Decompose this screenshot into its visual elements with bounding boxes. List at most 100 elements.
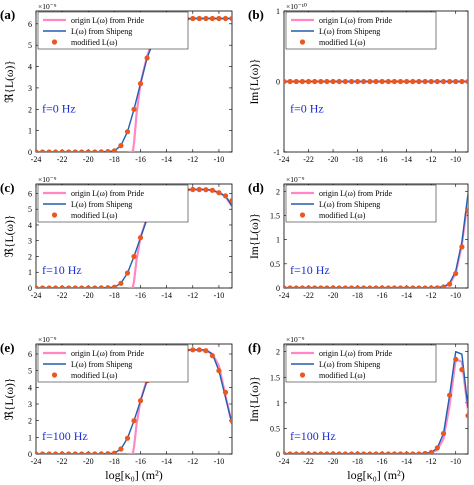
data-point-modified: [330, 451, 336, 454]
legend-entry: L(ω) from Shipeng: [71, 200, 132, 209]
data-point-modified: [342, 285, 348, 288]
y-tick-label: 0: [276, 78, 280, 87]
y-tick-label: 1: [276, 7, 280, 16]
data-point-modified: [410, 78, 416, 85]
data-point-modified: [385, 78, 391, 85]
panel-f: 0 0.5 1 1.5 2 -24 -22 -20 -18 -16 -14 -12 -10 ×10⁻⁹ (f…: [248, 335, 469, 482]
data-point-modified: [85, 149, 91, 152]
data-point-modified: [124, 435, 131, 441]
y-tick-label: 2: [28, 105, 32, 114]
y-tick-label: 4: [28, 221, 32, 230]
y-tick-label: 6: [28, 20, 32, 29]
x-axis-label: log[κ₀] (m²): [347, 468, 404, 482]
data-point-modified: [53, 451, 59, 454]
data-point-modified: [299, 285, 305, 288]
data-point-modified: [312, 285, 318, 288]
data-point-modified: [299, 78, 305, 85]
y-tick-label: 1: [28, 433, 32, 442]
x-tick-label: -20: [328, 155, 339, 164]
data-point-modified: [39, 285, 46, 288]
data-point-modified: [196, 347, 202, 353]
data-point-modified: [137, 235, 144, 241]
legend: origin L(ω) from Pride L(ω) from Shipeng m…: [37, 344, 189, 383]
x-tick-label: -10: [450, 155, 461, 164]
data-point-modified: [59, 149, 65, 152]
data-point-modified: [216, 368, 222, 374]
data-point-modified: [284, 451, 287, 454]
legend-entry: origin L(ω) from Pride: [319, 16, 392, 25]
data-point-modified: [111, 450, 117, 454]
y-tick-label: 2: [28, 252, 32, 261]
data-point-modified: [324, 78, 330, 85]
y-tick-label: 0: [28, 284, 32, 293]
panel-e: 0 1 2 3 4 5 6 -24 -22 -20 -18 -16 -14 -12 -10 ×10⁻⁹ (e) ℜ…: [0, 335, 233, 482]
data-point-modified: [348, 78, 355, 85]
x-tick-label: -12: [426, 457, 437, 466]
legend-entry: origin L(ω) from Pride: [319, 349, 392, 358]
y-tick-label: 0: [28, 148, 32, 157]
panel-label: (f): [248, 340, 261, 355]
x-tick-label: -18: [109, 155, 120, 164]
data-point-modified: [379, 78, 385, 85]
y-tick-label: 3: [28, 400, 32, 409]
data-point-modified: [72, 149, 78, 152]
data-point-modified: [355, 285, 361, 288]
x-tick-label: -22: [303, 155, 314, 164]
x-tick-label: -18: [352, 155, 363, 164]
x-tick-label: -20: [328, 457, 339, 466]
data-point-modified: [428, 449, 434, 454]
data-point-modified: [287, 285, 293, 288]
data-point-modified: [190, 347, 196, 353]
data-point-modified: [92, 285, 98, 288]
x-tick-label: -24: [31, 457, 42, 466]
data-point-modified: [434, 445, 440, 451]
axis-multiplier: ×10⁻⁹: [286, 335, 305, 344]
data-point-modified: [385, 451, 391, 454]
data-point-modified: [79, 451, 85, 454]
x-tick-label: -16: [135, 291, 146, 300]
y-tick-label: 4: [28, 63, 32, 72]
data-point-modified: [318, 451, 324, 454]
data-point-modified: [379, 451, 385, 454]
legend-entry: modified L(ω): [319, 371, 366, 380]
x-tick-label: -10: [214, 155, 225, 164]
data-point-modified: [203, 348, 209, 354]
axis-multiplier: ×10⁻⁹: [38, 2, 57, 11]
data-layer: [284, 193, 468, 288]
x-tick-label: -18: [352, 457, 363, 466]
frequency-label: f=0 Hz: [290, 102, 324, 116]
data-point-modified: [66, 285, 72, 288]
legend: origin L(ω) from Pride L(ω) from Shipeng m…: [285, 11, 437, 50]
data-point-modified: [385, 285, 391, 288]
data-point-modified: [39, 451, 46, 454]
x-tick-label: -18: [109, 291, 120, 300]
data-point-modified: [118, 446, 124, 452]
x-tick-label: -20: [83, 457, 94, 466]
y-tick-label: 1.5: [270, 373, 280, 382]
data-point-modified: [465, 413, 468, 419]
data-point-modified: [348, 451, 355, 454]
data-point-modified: [66, 451, 72, 454]
data-point-modified: [222, 193, 229, 199]
x-tick-label: -10: [214, 457, 225, 466]
data-point-modified: [72, 451, 78, 454]
data-point-modified: [373, 78, 379, 85]
frequency-label: f=10 Hz: [290, 263, 330, 277]
data-point-modified: [124, 129, 131, 135]
x-tick-label: -16: [135, 457, 146, 466]
data-point-modified: [222, 389, 229, 395]
data-point-modified: [209, 187, 215, 193]
data-point-modified: [203, 15, 209, 22]
data-point-modified: [459, 244, 465, 250]
data-point-modified: [355, 451, 361, 454]
legend-swatch-modified: [299, 212, 306, 218]
data-point-modified: [79, 149, 85, 152]
data-point-modified: [397, 78, 404, 85]
data-point-modified: [397, 285, 404, 288]
y-tick-label: 2: [28, 417, 32, 426]
data-point-modified: [209, 353, 215, 359]
data-point-modified: [222, 15, 229, 22]
data-point-modified: [447, 392, 453, 398]
data-point-modified: [361, 285, 367, 288]
